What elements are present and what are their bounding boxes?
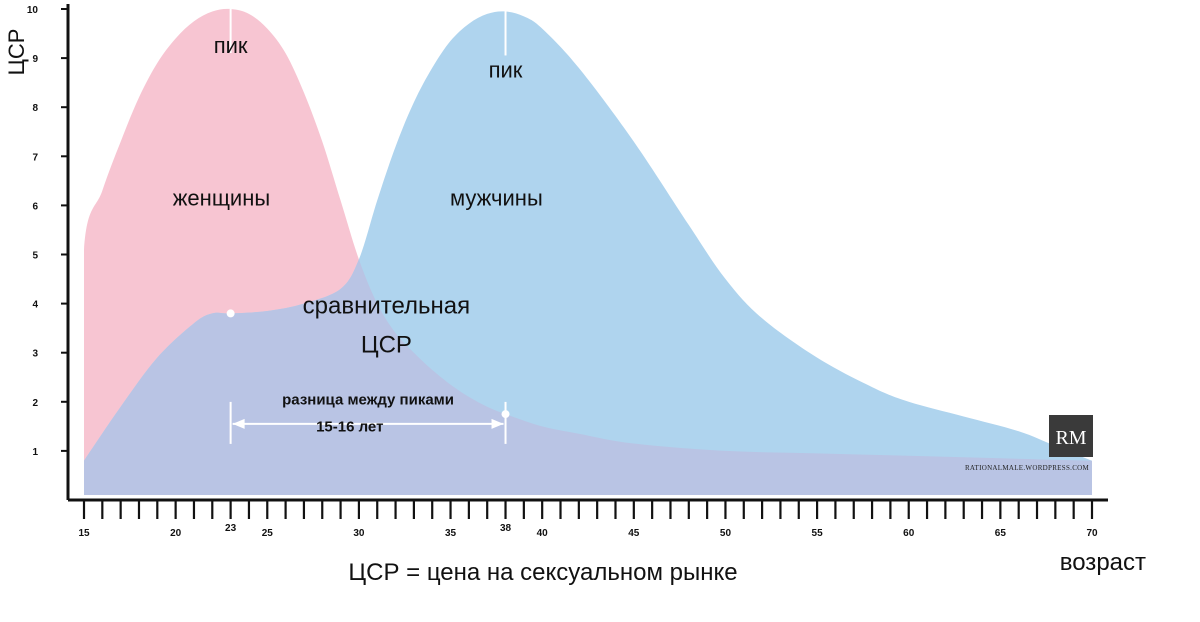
x-tick-label: 38 xyxy=(500,523,512,534)
chart-annotations: пик пик женщины мужчины сравнительная ЦСР разн… xyxy=(173,33,543,435)
annotation-label: ЦСР xyxy=(361,332,412,359)
x-tick-label: 70 xyxy=(1086,528,1098,539)
logo-url: RATIONALMALE.WORDPRESS.COM xyxy=(965,464,1090,472)
arrow-head-left xyxy=(232,418,245,429)
x-tick-label: 20 xyxy=(170,528,182,539)
y-tick-label: 8 xyxy=(32,103,38,114)
y-tick-labels: 1 2 3 4 5 6 7 8 9 10 xyxy=(27,5,39,458)
annotation-label: пик xyxy=(214,33,248,58)
chart-footer-caption: ЦСР = цена на сексуальном рынке xyxy=(348,559,737,586)
x-tick-label: 23 xyxy=(225,523,237,534)
annotation-label: 15-16 лет xyxy=(316,418,383,435)
y-tick-label: 9 xyxy=(32,54,38,65)
y-tick-label: 5 xyxy=(32,251,38,262)
y-ticks xyxy=(61,8,68,452)
y-tick-label: 3 xyxy=(32,349,38,360)
logo-initials: RM xyxy=(1055,427,1086,449)
annotation-label: мужчины xyxy=(450,185,543,210)
y-tick-label: 7 xyxy=(32,152,38,163)
x-tick-label: 15 xyxy=(78,528,90,539)
peak-lines xyxy=(229,9,507,56)
chart-areas xyxy=(84,8,1092,496)
x-tick-label: 25 xyxy=(262,528,274,539)
x-tick-labels: 15 20 23 25 30 35 38 40 45 50 55 60 65 70 xyxy=(78,523,1098,539)
x-tick-label: 40 xyxy=(537,528,549,539)
y-tick-label: 10 xyxy=(27,5,39,16)
annotation-label: сравнительная xyxy=(303,292,470,319)
y-axis-label: ЦСР xyxy=(4,29,29,76)
x-tick-label: 55 xyxy=(812,528,824,539)
annotation-label: пик xyxy=(489,58,523,83)
x-tick-label: 45 xyxy=(628,528,640,539)
y-tick-label: 6 xyxy=(32,201,38,212)
peak-difference-arrow xyxy=(229,401,507,444)
y-tick-label: 2 xyxy=(32,398,38,409)
x-tick-label: 65 xyxy=(995,528,1007,539)
y-tick-label: 1 xyxy=(32,447,38,458)
marker-dot xyxy=(226,309,235,318)
x-tick-label: 30 xyxy=(353,528,365,539)
logo-box xyxy=(1049,415,1093,457)
x-tick-label: 60 xyxy=(903,528,915,539)
x-tick-label: 50 xyxy=(720,528,732,539)
x-minor-ticks xyxy=(82,500,1094,519)
arrow-head-right xyxy=(491,418,504,429)
rationalmale-logo: RM RATIONALMALE.WORDPRESS.COM xyxy=(965,415,1093,472)
annotation-label: разница между пиками xyxy=(282,391,454,408)
x-tick-label: 35 xyxy=(445,528,457,539)
y-tick-label: 4 xyxy=(32,300,38,311)
annotation-label: женщины xyxy=(173,185,270,210)
x-axis-label: возраст xyxy=(1060,549,1146,576)
